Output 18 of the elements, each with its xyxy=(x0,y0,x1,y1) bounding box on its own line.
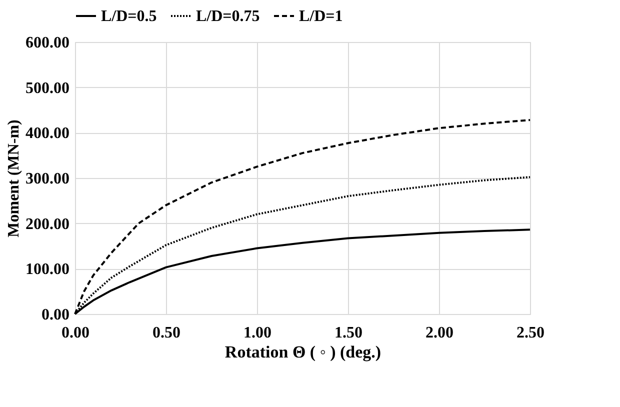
x-tick-label: 1.50 xyxy=(334,324,362,342)
y-tick-label: 300.00 xyxy=(26,170,70,188)
y-tick-label: 100.00 xyxy=(26,261,70,278)
y-tick-label: 200.00 xyxy=(26,216,70,233)
y-tick-label: 0.00 xyxy=(42,306,70,324)
x-tick-label: 0.50 xyxy=(152,324,180,342)
y-axis-title: Moment (MN-m) xyxy=(6,120,22,238)
y-tick-label: 400.00 xyxy=(26,125,70,142)
y-tick-label: 600.00 xyxy=(26,34,70,52)
legend-label: L/D=0.5 xyxy=(101,8,157,25)
x-tick-label: 2.50 xyxy=(516,324,544,342)
x-tick-label: 2.00 xyxy=(426,324,454,342)
x-tick-label: 0.00 xyxy=(62,324,90,342)
legend-label: L/D=0.75 xyxy=(196,8,260,25)
y-tick-label: 500.00 xyxy=(26,80,70,97)
x-axis-title: Rotation Θ ( ◦ ) (deg.) xyxy=(224,342,382,362)
x-tick-label: 1.00 xyxy=(244,324,272,342)
legend-label: L/D=1 xyxy=(299,8,343,25)
